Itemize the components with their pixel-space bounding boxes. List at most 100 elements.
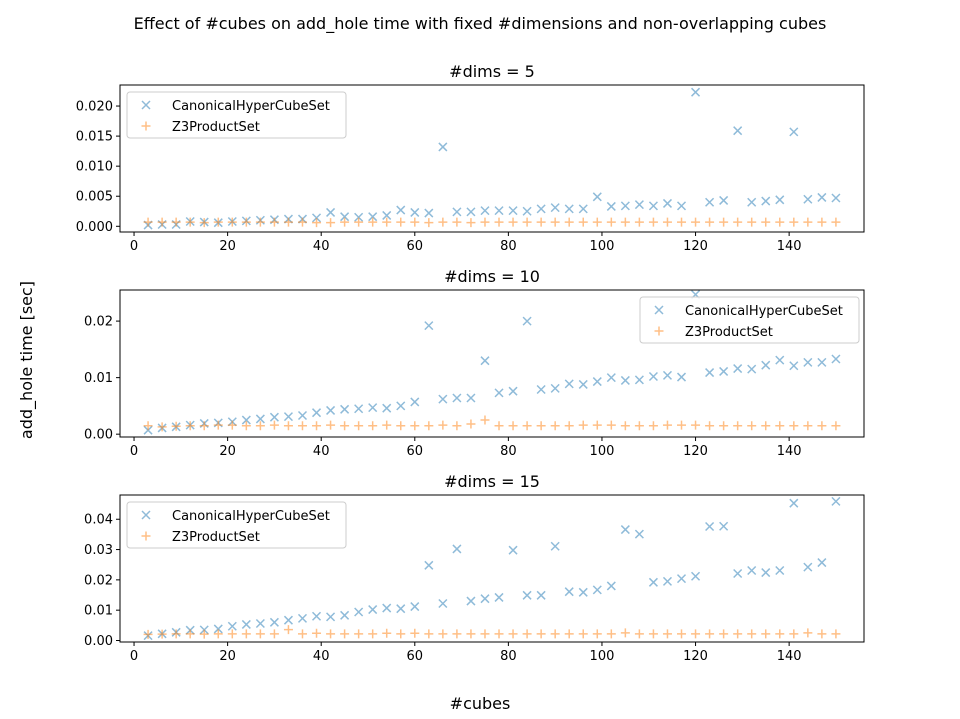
data-point-plus [522,217,532,227]
x-tick-label: 100 [590,444,615,459]
data-point-x [775,355,785,365]
data-point-x [662,198,673,208]
y-tick-label: 0.000 [76,220,113,235]
data-point-plus [662,420,672,430]
data-point-plus [326,218,336,228]
data-point-x [606,581,616,591]
data-point-plus [648,421,658,431]
legend-marker-x [654,305,664,315]
data-point-x [396,401,406,411]
data-point-plus [438,629,448,639]
data-point-x [592,192,602,202]
y-tick-label: 0.00 [84,634,113,649]
legend-marker-plus [141,121,151,131]
data-point-x [648,371,658,382]
data-point-plus [508,421,518,431]
data-point-x [620,525,630,535]
data-point-x [634,375,644,385]
data-point-plus [269,420,279,430]
data-point-plus [340,217,350,227]
data-point-plus [831,421,841,431]
data-point-x [396,205,406,215]
data-point-plus [480,629,490,639]
data-point-x [452,393,462,403]
data-point-plus [466,419,476,429]
x-tick-label: 60 [407,239,424,254]
data-point-plus [326,629,336,639]
data-point-plus [677,629,687,639]
data-point-x [438,394,448,404]
y-tick-label: 0.015 [76,130,113,145]
data-point-plus [578,629,588,639]
data-point-plus [185,629,195,639]
data-point-plus [634,217,644,227]
legend-box [126,501,347,549]
x-tick-label: 40 [313,239,330,254]
data-point-x [691,571,701,581]
x-tick-label: 140 [777,444,802,459]
data-point-x [508,386,518,396]
data-point-plus [269,629,279,639]
data-point-x [705,521,715,532]
data-point-plus [213,629,223,639]
axes-frame [119,84,865,233]
x-tick-label: 100 [590,239,615,254]
data-point-plus [620,628,630,638]
data-point-x [494,206,504,216]
data-point-x [817,558,827,568]
data-point-x [424,321,434,331]
x-tick-label: 40 [313,649,330,664]
subplot-1: #dims = 5 0 20 40 60 80 100 120 140 0.000 0.005 0.0… [76,62,865,254]
data-point-x [550,383,560,393]
data-point-plus [368,217,378,227]
data-point-plus [817,421,827,431]
data-point-plus [747,421,757,431]
data-point-plus [522,629,532,639]
data-point-plus [705,217,715,227]
data-point-plus [438,420,448,430]
legend-label: Z3ProductSet [172,120,260,135]
x-tick-label: 120 [683,649,708,664]
data-point-plus [831,217,841,227]
data-point-plus [578,217,588,227]
data-point-x [578,204,588,214]
series-canonical [143,496,841,641]
data-point-plus [297,629,307,639]
data-point-plus [691,217,701,227]
data-point-plus [241,421,251,431]
data-point-plus [564,629,574,639]
legend-label: CanonicalHyperCubeSet [685,304,843,319]
data-point-plus [269,217,279,227]
data-point-plus [662,629,672,639]
data-point-x [354,404,364,414]
y-tick-label: 0.01 [84,604,113,619]
data-point-plus [747,217,757,227]
data-point-plus [255,217,265,227]
data-point-plus [522,421,532,431]
data-point-x [340,404,350,414]
data-point-x [354,212,364,222]
data-point-plus [241,629,251,639]
x-tick-label: 60 [407,444,424,459]
data-point-plus [382,628,392,638]
data-point-x [368,212,378,222]
data-point-x [634,529,644,539]
data-point-plus [157,629,167,639]
data-point-plus [592,217,602,227]
data-point-x [803,357,813,367]
data-point-plus [424,218,434,228]
data-point-x [761,568,771,578]
data-point-plus [606,217,616,227]
data-point-x [368,605,378,615]
data-point-x [803,194,813,204]
x-tick-label: 60 [407,649,424,664]
data-point-plus [368,421,378,431]
data-point-x [817,357,827,367]
data-point-plus [466,218,476,228]
data-point-plus [171,629,181,639]
data-point-plus [340,421,350,431]
data-point-x [691,87,701,97]
data-point-x [452,207,462,217]
data-point-x [831,354,841,364]
